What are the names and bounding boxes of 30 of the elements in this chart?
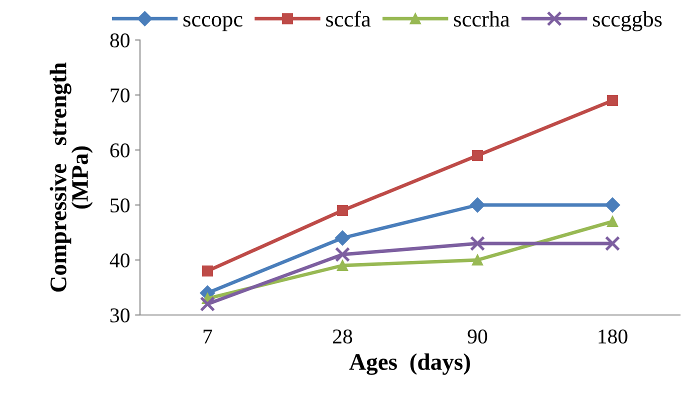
y-tick-label: 60	[110, 143, 130, 158]
legend-label: sccopc	[183, 16, 242, 32]
x-tick-label: 90	[468, 329, 488, 344]
point	[470, 197, 486, 213]
point	[472, 150, 484, 162]
x-tick-label: 7	[204, 330, 212, 344]
legend-label: sccfa	[326, 10, 371, 27]
point	[604, 236, 620, 252]
x-tick-label: 180	[598, 329, 628, 344]
point	[604, 197, 620, 213]
point	[336, 260, 348, 272]
point	[202, 265, 214, 277]
y-tick-label: 50	[110, 198, 130, 212]
legend-label: sccggbs	[593, 11, 662, 32]
y-tick-label: 70	[110, 88, 130, 102]
point	[472, 254, 484, 266]
point	[334, 246, 350, 262]
y-tick-label: 30	[110, 308, 130, 322]
point	[200, 296, 216, 312]
x-axis-title: Ages (days)	[349, 353, 470, 375]
y-tick-label: 40	[110, 253, 130, 268]
point	[606, 216, 618, 228]
legend-label: sccrha	[454, 11, 510, 27]
point	[606, 94, 618, 106]
y-tick-label: 80	[110, 33, 130, 48]
point	[334, 230, 350, 246]
point	[336, 204, 348, 216]
y-axis-title: Compressive strength (MPa)	[50, 62, 93, 292]
point	[470, 236, 486, 252]
x-tick-label: 28	[333, 329, 352, 344]
